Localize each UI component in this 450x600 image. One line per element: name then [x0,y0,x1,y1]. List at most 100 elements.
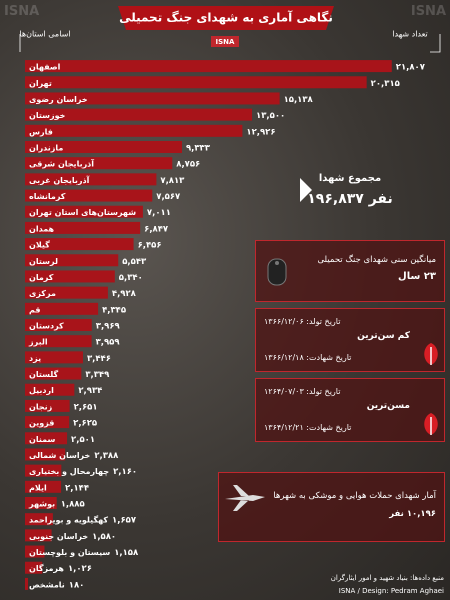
value-label: ۱,۱۵۸ [114,548,139,558]
value-label: ۶,۴۵۶ [138,241,162,251]
badge-text: ISNA [216,38,236,46]
bar [25,60,392,73]
chart-title: نگاهی آماری به شهدای جنگ تحمیلی [119,10,333,25]
dog-tag-icon [267,258,287,286]
category-label: هرمزگان [29,563,64,573]
bar [25,416,70,429]
oldest-martyrdom: تاریخ شهادت: ۱۳۶۴/۱۲/۲۱ [264,423,352,432]
air-raids-label: آمار شهدای حملات هوایی و موشکی به شهرها [273,491,436,501]
bar [25,335,92,348]
bar [25,480,62,493]
value-label: ۲,۹۳۴ [78,386,102,396]
watermark: ISNA [4,4,40,19]
category-label: کرمان [29,273,54,282]
bar [25,399,70,412]
bar [25,124,243,137]
value-label: ۴,۳۴۵ [102,305,126,315]
value-label: ۵,۳۴۰ [119,273,143,283]
value-label: ۲۱,۸۰۷ [396,63,426,73]
bar [25,432,68,445]
category-label: آذربایجان شرقی [29,159,94,169]
category-label: بوشهر [28,500,55,509]
value-label: ۵,۵۴۳ [122,257,147,267]
footer-credit: ISNA / Design: Pedram Aghaei [338,587,444,595]
value-label: ۳,۹۶۹ [96,322,121,332]
bar [25,302,99,315]
average-age-value: ۲۳ سال [398,271,436,282]
category-label: کهگیلویه و بویراحمد [29,515,108,525]
axis-bracket [430,34,441,53]
value-label: ۱۵,۱۳۸ [284,95,314,105]
bar [25,529,52,542]
value-label: ۳,۳۴۹ [85,370,110,380]
category-label: همدان [29,224,55,233]
category-label: زنجان [29,402,53,411]
bar [25,448,66,461]
youngest-martyrdom: تاریخ شهادت: ۱۳۶۶/۱۲/۱۸ [264,353,352,362]
bar [25,173,157,186]
total-label: مجموع شهدا [319,173,381,184]
air-raids-panel: آمار شهدای حملات هوایی و موشکی به شهرها … [218,472,445,542]
youngest-birth: تاریخ تولد: ۱۳۶۶/۱۲/۰۶ [264,317,341,326]
youngest-label: کم سن‌ترین [357,331,410,341]
category-label: آذربایجان غربی [29,175,90,185]
bar [25,367,82,380]
value-label: ۹,۳۳۳ [186,144,211,154]
value-label: ۲۰,۳۱۵ [371,79,400,89]
bar [25,189,153,202]
bar [25,238,134,251]
category-label: مرکزی [29,289,56,298]
value-label: ۴,۹۲۸ [112,289,137,299]
category-label: مازندران [29,144,63,153]
category-label: اصفهان [29,63,61,72]
category-label: خوزستان [29,111,66,120]
category-label: لرستان [29,257,58,266]
category-label: تهران [29,79,52,88]
bar [25,108,253,121]
x-axis-label: تعداد شهدا [392,30,427,39]
y-axis-label: اسامی استان‌ها [19,30,70,39]
value-label: ۷,۸۱۳ [160,176,185,186]
oldest-label: مسن‌ترین [366,401,410,411]
bar [25,157,173,170]
category-label: نامشخص [29,580,65,590]
youngest-panel: کم سن‌ترین تاریخ تولد: ۱۳۶۶/۱۲/۰۶ تاریخ … [255,308,445,372]
arrow [300,178,312,202]
bar [25,464,62,477]
oldest-birth: تاریخ تولد: ۱۲۶۴/۰۷/۰۳ [264,387,341,396]
bar [25,92,280,105]
value-label: ۲,۶۵۱ [74,402,98,412]
category-label: ایلام [29,483,47,492]
value-label: ۲,۳۸۸ [94,451,119,461]
value-label: ۲,۱۶۰ [113,467,137,477]
category-label: خراسان شمالی [29,451,91,460]
average-age-label: میانگین سنی شهدای جنگ تحمیلی [317,255,436,265]
category-label: قزوین [29,419,54,428]
value-label: ۸,۷۵۶ [176,160,200,170]
average-age-panel: میانگین سنی شهدای جنگ تحمیلی ۲۳ سال [255,240,445,302]
bar [25,545,45,558]
value-label: ۶,۸۴۷ [144,224,169,234]
bar [25,221,141,234]
category-label: سمنان [29,435,55,444]
value-label: ۳,۴۴۶ [87,354,111,364]
bar [25,205,143,218]
bar [25,383,75,396]
bar [25,141,182,153]
category-label: فارس [29,127,53,137]
flower-icon [424,343,438,365]
category-label: گیلان [29,240,50,250]
air-raids-value: ۱۰,۱۹۶ نفر [389,509,436,519]
flower-icon [424,413,438,435]
value-label: ۱,۰۲۶ [68,564,92,574]
category-label: اردبیل [29,386,54,395]
jet-icon [225,485,265,511]
title-banner [118,6,334,30]
value-label: ۷,۵۶۷ [156,192,181,202]
oldest-panel: مسن‌ترین تاریخ تولد: ۱۲۶۴/۰۷/۰۳ تاریخ شه… [255,378,445,442]
badge [211,36,239,47]
category-label: کردستان [29,322,64,331]
value-label: ۲,۶۲۵ [73,419,97,429]
